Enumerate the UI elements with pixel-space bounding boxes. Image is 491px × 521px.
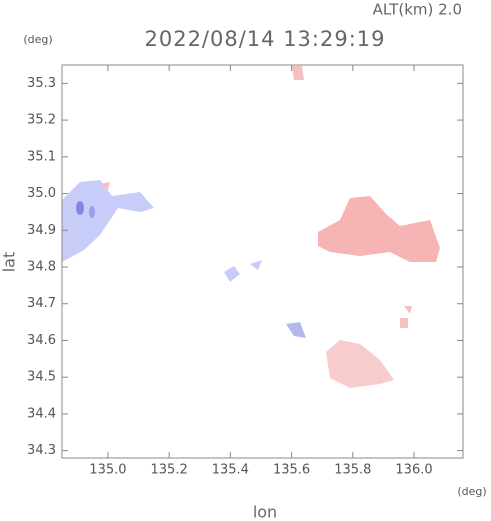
y-tick-label: 34.7 bbox=[27, 296, 56, 311]
echo-red bbox=[318, 196, 440, 262]
y-tick-label: 34.4 bbox=[27, 406, 56, 421]
echo-blue bbox=[286, 322, 306, 338]
x-tick-label: 135.8 bbox=[334, 463, 371, 478]
chart-title: 2022/08/14 13:29:19 bbox=[144, 27, 385, 51]
x-tick-label: 135.2 bbox=[151, 463, 188, 478]
x-tick-label: 135.0 bbox=[89, 463, 126, 478]
x-axis-label: lon bbox=[253, 503, 277, 521]
altitude-label: ALT(km) 2.0 bbox=[373, 1, 462, 19]
echo-blue bbox=[224, 260, 262, 282]
y-tick-label: 34.6 bbox=[27, 333, 56, 348]
y-axis-label: lat bbox=[0, 252, 19, 273]
y-tick-label: 35.0 bbox=[27, 186, 56, 201]
echo-core bbox=[76, 201, 84, 215]
y-tick-label: 34.8 bbox=[27, 260, 56, 275]
y-tick-label: 35.3 bbox=[27, 76, 56, 91]
plot-frame bbox=[61, 64, 464, 459]
echoes bbox=[62, 66, 440, 388]
y-tick-label: 34.5 bbox=[27, 370, 56, 385]
x-unit: (deg) bbox=[457, 485, 486, 498]
y-tick-label: 35.1 bbox=[27, 149, 56, 164]
y-tick-label: 35.2 bbox=[27, 113, 56, 128]
echo-core bbox=[89, 206, 95, 218]
x-tick-label: 136.0 bbox=[395, 463, 432, 478]
echo-red bbox=[326, 340, 394, 388]
x-tick-label: 135.6 bbox=[273, 463, 310, 478]
y-tick-label: 34.9 bbox=[27, 223, 56, 238]
y-unit: (deg) bbox=[23, 33, 52, 46]
y-tick-label: 34.3 bbox=[27, 443, 56, 458]
x-tick-label: 135.4 bbox=[212, 463, 249, 478]
echo-blue bbox=[62, 180, 154, 262]
